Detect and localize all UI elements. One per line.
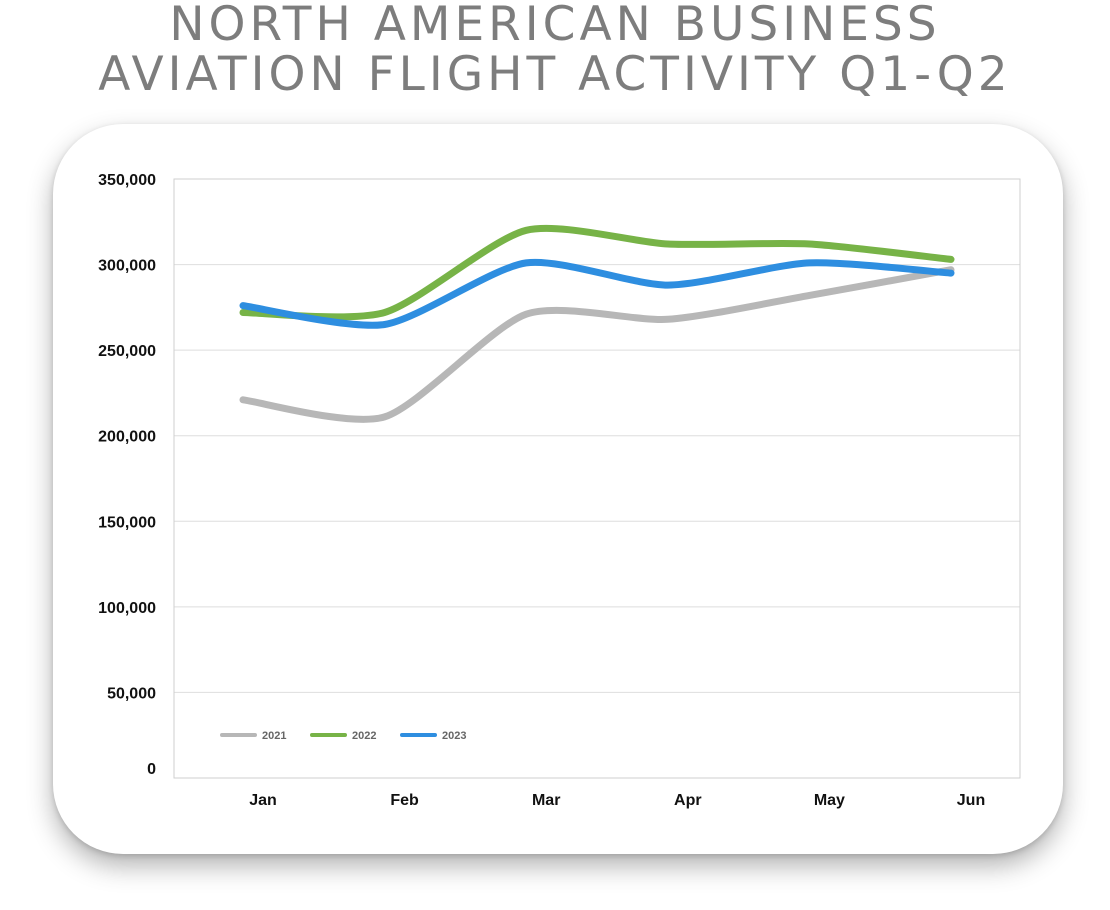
chart-title-line-2: AVIATION FLIGHT ACTIVITY Q1-Q2 bbox=[98, 47, 1012, 102]
series-lines bbox=[239, 224, 955, 423]
y-axis-tick-labels: 0 50,000 100,000 150,000 200,000 250,000 300,0… bbox=[98, 172, 156, 778]
y-tick-label: 250,000 bbox=[98, 343, 156, 360]
x-axis-tick-labels: Jan Feb Mar Apr May Jun bbox=[249, 792, 985, 809]
chart-title: NORTH AMERICAN BUSINESS AVIATION FLIGHT … bbox=[0, 0, 1110, 100]
x-tick-label: Jan bbox=[249, 792, 277, 809]
x-tick-label: Feb bbox=[390, 792, 419, 809]
series-line-2021 bbox=[239, 266, 955, 423]
chart-card bbox=[53, 124, 1063, 854]
y-tick-label: 150,000 bbox=[98, 514, 156, 531]
series-line-2023 bbox=[239, 258, 955, 329]
y-tick-label: 350,000 bbox=[98, 172, 156, 189]
legend: 2021 2022 2023 bbox=[220, 730, 466, 742]
series-line-2022 bbox=[239, 224, 955, 321]
y-tick-label: 0 bbox=[147, 761, 156, 778]
y-tick-label: 50,000 bbox=[107, 685, 156, 702]
x-tick-label: Jun bbox=[957, 792, 985, 809]
chart-title-line-1: NORTH AMERICAN BUSINESS bbox=[169, 0, 941, 52]
legend-label: 2021 bbox=[262, 730, 286, 742]
legend-label: 2023 bbox=[442, 730, 466, 742]
x-tick-label: Mar bbox=[532, 792, 560, 809]
legend-item-2023: 2023 bbox=[400, 730, 466, 742]
legend-item-2022: 2022 bbox=[310, 730, 376, 742]
legend-label: 2022 bbox=[352, 730, 376, 742]
y-tick-label: 200,000 bbox=[98, 429, 156, 446]
legend-item-2021: 2021 bbox=[220, 730, 286, 742]
grid-lines bbox=[174, 264, 1020, 693]
y-tick-label: 100,000 bbox=[98, 600, 156, 617]
x-tick-label: May bbox=[814, 792, 845, 809]
y-tick-label: 300,000 bbox=[98, 258, 156, 275]
plot-area-border bbox=[173, 178, 1021, 779]
x-tick-label: Apr bbox=[674, 792, 702, 809]
